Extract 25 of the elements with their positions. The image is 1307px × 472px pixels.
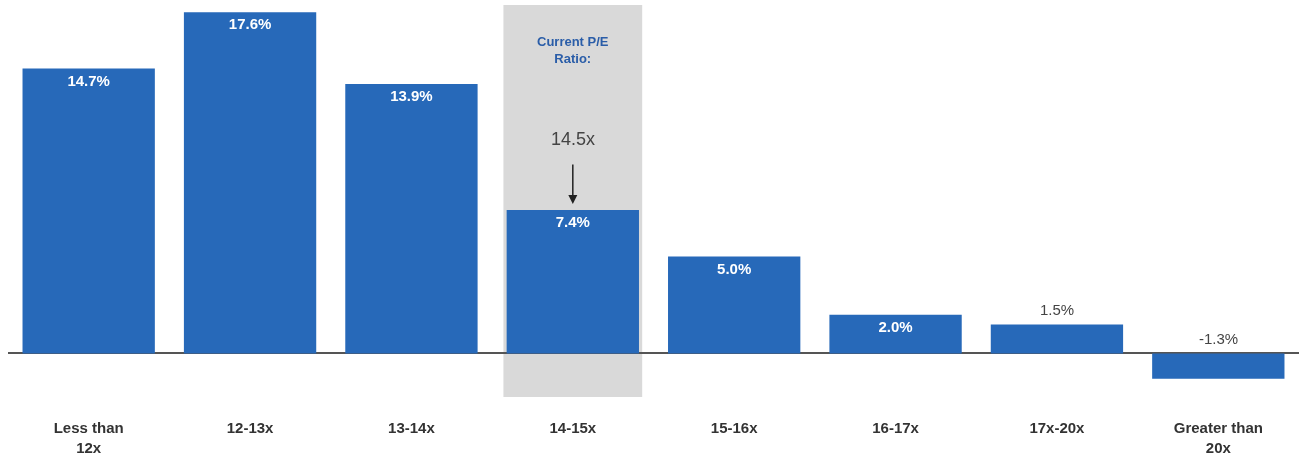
x-tick-label: 15-16x <box>710 419 759 436</box>
data-label: 2.0% <box>878 317 913 335</box>
bar <box>668 256 801 354</box>
data-label: 7.4% <box>555 213 590 231</box>
bar <box>829 314 962 354</box>
bar <box>183 12 317 354</box>
data-label: -1.3% <box>1199 330 1239 347</box>
x-tick-label: 12-13x <box>226 419 275 436</box>
bar <box>1152 353 1285 379</box>
data-label: 14.7% <box>67 71 110 89</box>
bar <box>990 324 1124 354</box>
x-tick-label: 16-17x <box>872 419 920 436</box>
annotation: 14.5x <box>551 129 596 149</box>
data-label: 17.6% <box>228 15 272 33</box>
bar <box>22 68 155 354</box>
x-tick-label: 14-15x <box>549 419 597 436</box>
x-tick-label: 13-14x <box>388 419 436 436</box>
x-tick-label: Greater than 20x <box>1173 419 1263 456</box>
data-label: 1.5% <box>1040 301 1075 318</box>
bar <box>345 84 478 354</box>
data-label: 13.9% <box>390 87 433 105</box>
x-tick-label: 17x-20x <box>1029 419 1086 436</box>
annotation: Current P/E Ratio: <box>537 34 609 66</box>
x-tick-label: Less than 12x <box>53 419 124 456</box>
data-label: 5.0% <box>717 259 752 277</box>
